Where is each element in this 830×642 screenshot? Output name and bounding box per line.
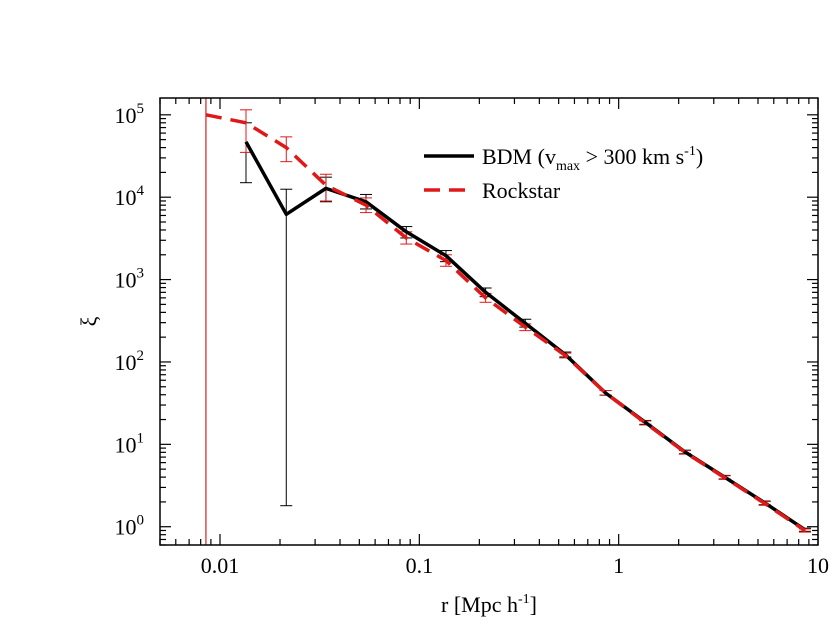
axis-ticks bbox=[159, 98, 819, 546]
y-tick-label: 102 bbox=[115, 348, 145, 375]
y-tick-label: 103 bbox=[115, 266, 145, 293]
plot-frame bbox=[159, 97, 819, 546]
y-axis-label: ξ bbox=[76, 316, 101, 326]
x-axis-label: r [Mpc h-1] bbox=[441, 592, 537, 617]
y-tick-label: 100 bbox=[115, 513, 145, 540]
legend-label-rockstar: Rockstar bbox=[482, 178, 561, 203]
x-tick-label: 0.1 bbox=[406, 553, 434, 578]
x-tick-label: 10 bbox=[807, 553, 829, 578]
y-tick-label: 104 bbox=[115, 183, 145, 210]
y-tick-label: 101 bbox=[115, 430, 145, 457]
legend: BDM (vmax > 300 km s-1) Rockstar bbox=[424, 144, 703, 203]
legend-label-bdm: BDM (vmax > 300 km s-1) bbox=[482, 144, 703, 174]
axis-tick-labels: 0.01 0.1 1 10 100 101 102 103 104 105 bbox=[115, 101, 830, 578]
x-tick-label: 1 bbox=[613, 553, 624, 578]
series-line-rockstar bbox=[205, 113, 806, 532]
x-tick-label: 0.01 bbox=[201, 553, 240, 578]
y-tick-label: 105 bbox=[115, 101, 145, 128]
series-layer bbox=[205, 109, 811, 533]
